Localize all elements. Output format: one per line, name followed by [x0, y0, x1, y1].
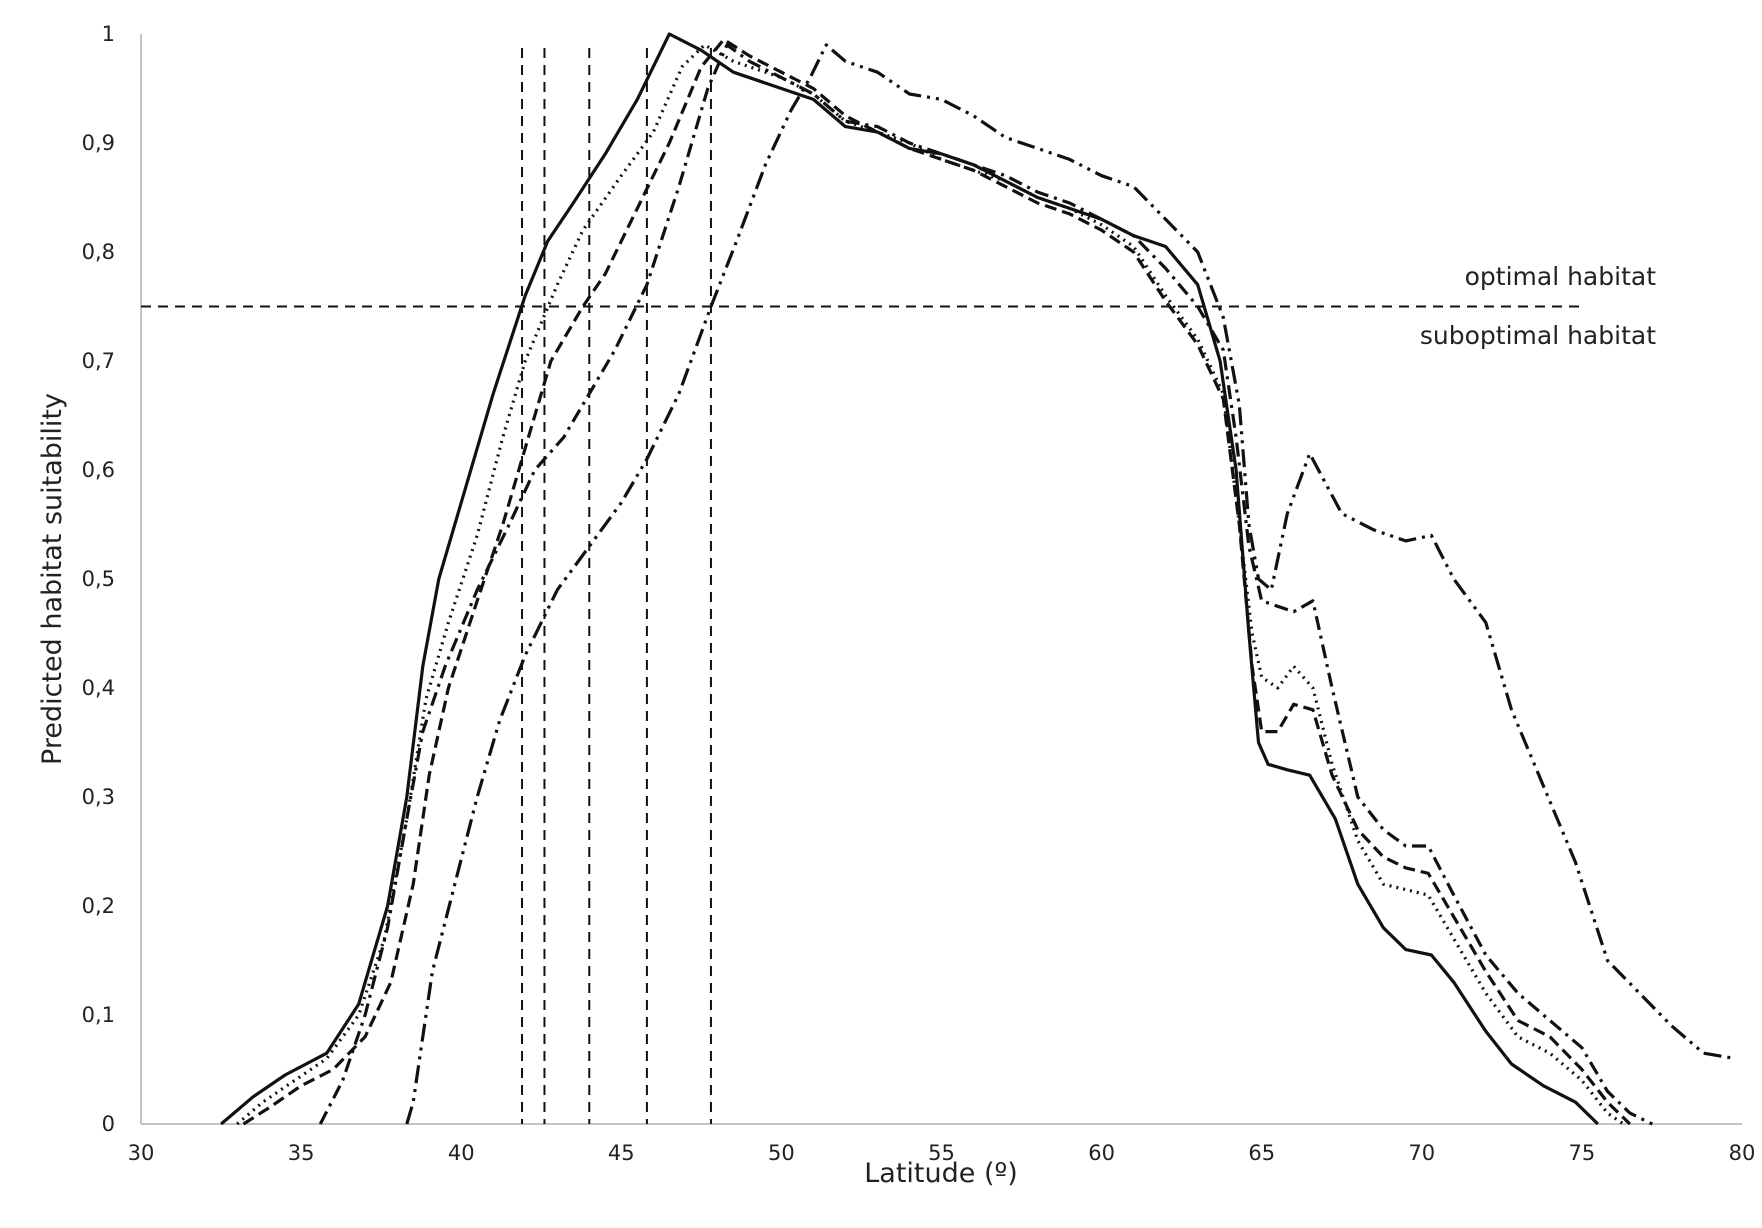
x-tick-label: 70	[1408, 1141, 1435, 1165]
y-tick-label: 0,1	[82, 1003, 115, 1027]
x-tick-label: 65	[1248, 1141, 1275, 1165]
x-tick-label: 35	[288, 1141, 315, 1165]
optimal-habitat-label: optimal habitat	[1465, 262, 1657, 291]
x-tick-label: 45	[608, 1141, 635, 1165]
x-tick-label: 75	[1569, 1141, 1596, 1165]
y-tick-label: 0,3	[82, 785, 115, 809]
x-axis-title: Latitude (º)	[864, 1158, 1018, 1189]
x-tick-label: 55	[928, 1141, 955, 1165]
x-tick-label: 30	[128, 1141, 155, 1165]
y-tick-label: 0,6	[82, 458, 115, 482]
series-lines	[220, 32, 1736, 1126]
x-tick-label: 40	[448, 1141, 475, 1165]
y-tick-label: 0,9	[82, 131, 115, 155]
y-tick-labels: 0 0,1 0,2 0,3 0,4 0,5 0,6 0,7 0,8 0,9 1	[82, 22, 115, 1136]
y-tick-label: 0,4	[82, 676, 115, 700]
series-line-dash-dot	[318, 43, 1654, 1126]
x-tick-label: 50	[768, 1141, 795, 1165]
y-tick-label: 0,5	[82, 567, 115, 591]
reference-lines	[141, 48, 1582, 1124]
y-tick-label: 0,7	[82, 349, 115, 373]
series-line-dash-dot-dot	[405, 43, 1736, 1125]
axes	[140, 34, 1742, 1125]
x-tick-label: 60	[1088, 1141, 1115, 1165]
y-axis-title: Predicted habitat suitability	[37, 393, 68, 765]
x-tick-label: 80	[1729, 1141, 1756, 1165]
suboptimal-habitat-label: suboptimal habitat	[1420, 321, 1656, 350]
y-tick-label: 0,8	[82, 240, 115, 264]
y-tick-label: 0	[102, 1112, 115, 1136]
x-tick-labels: 30 35 40 45 50 55 60 65 70 75 80	[128, 1141, 1756, 1165]
series-line-solid	[220, 32, 1600, 1126]
series-line-dashed	[242, 37, 1632, 1126]
series-line-dotted	[236, 43, 1625, 1126]
y-tick-label: 0,2	[82, 894, 115, 918]
y-tick-label: 1	[102, 22, 115, 46]
